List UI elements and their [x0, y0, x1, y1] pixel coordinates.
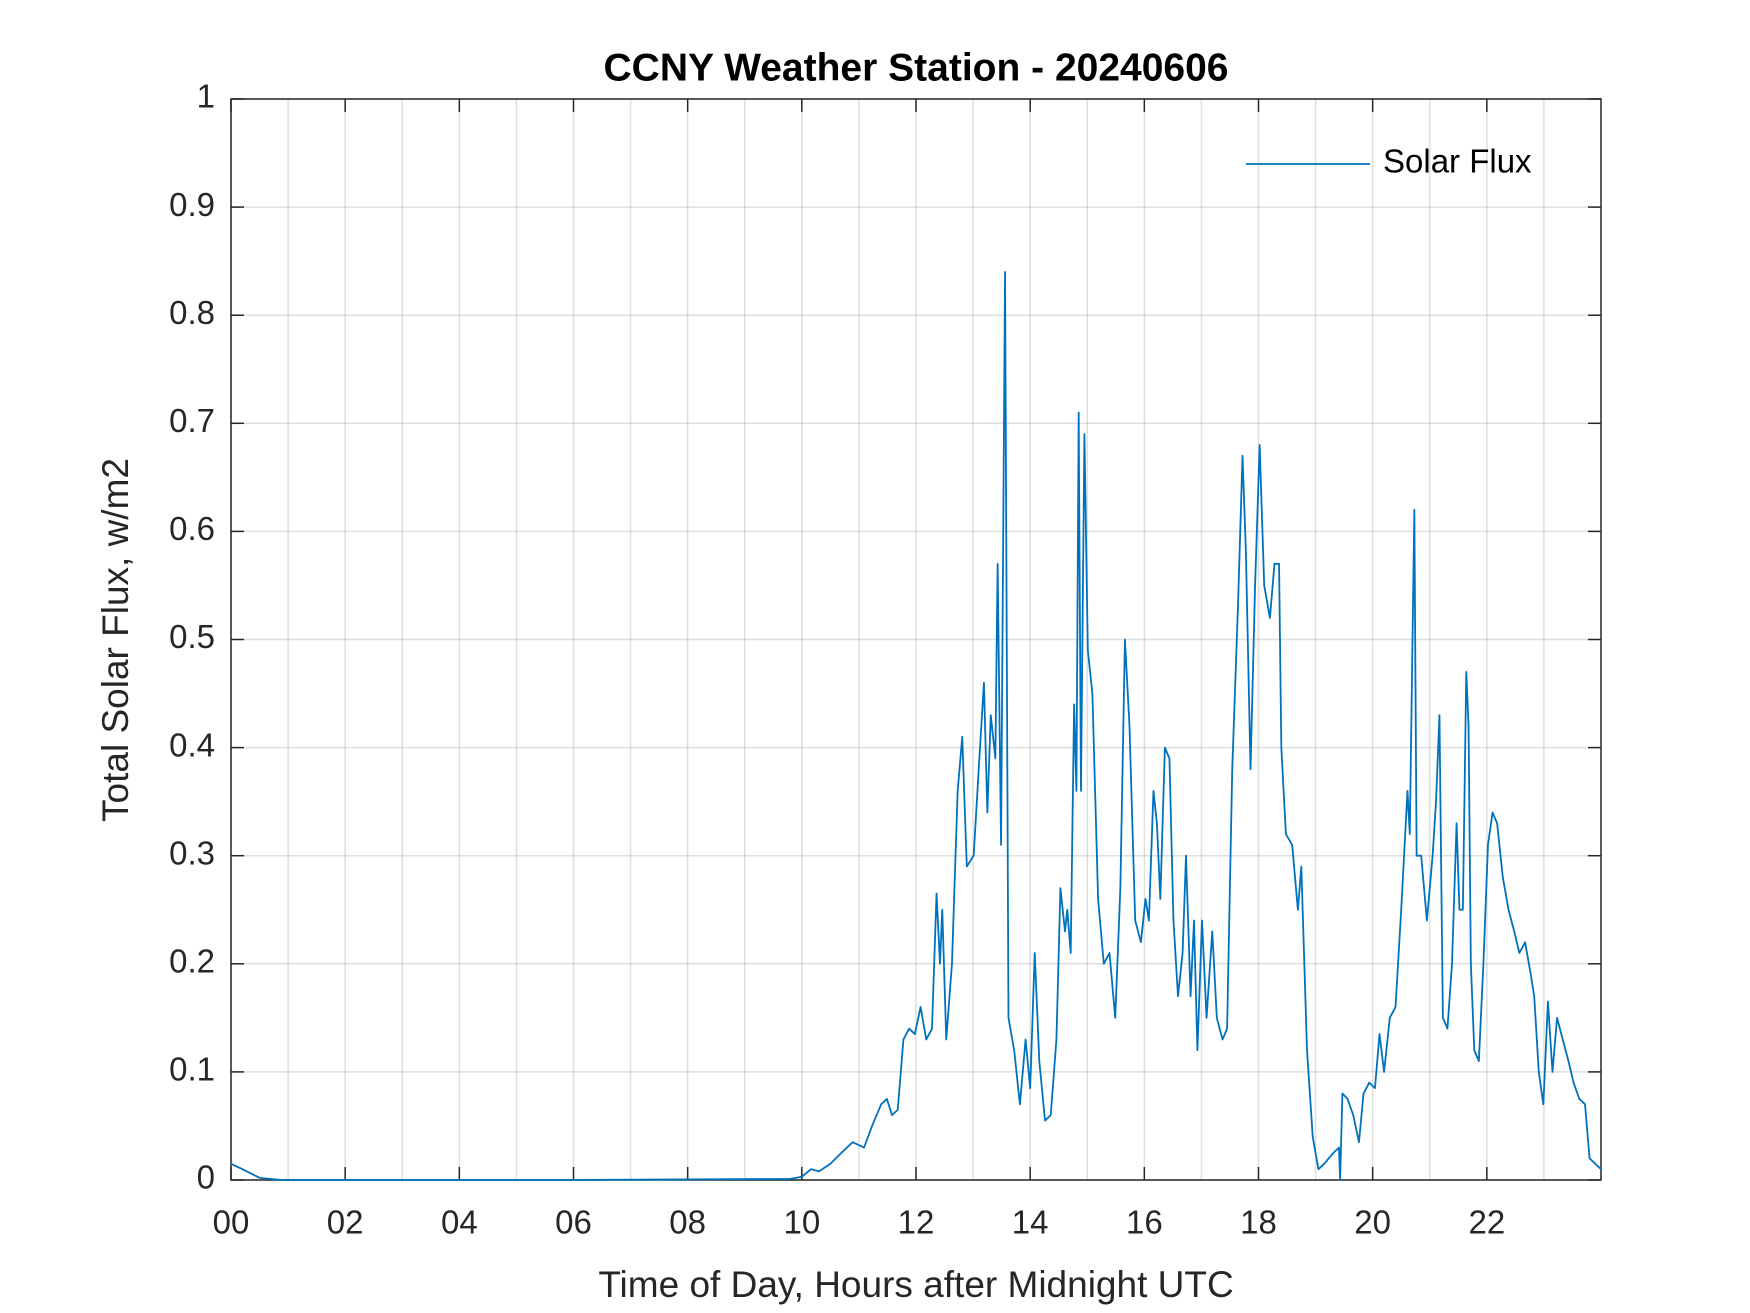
- y-tick-label: 0.8: [169, 294, 215, 331]
- y-tick-label: 0.5: [169, 618, 215, 655]
- x-tick-label: 10: [783, 1204, 820, 1241]
- x-tick-label: 14: [1012, 1204, 1049, 1241]
- x-tick-label: 06: [555, 1204, 592, 1241]
- y-tick-label: 0.9: [169, 186, 215, 223]
- y-tick-label: 0: [197, 1159, 215, 1196]
- y-tick-label: 0.2: [169, 943, 215, 980]
- x-tick-label: 00: [213, 1204, 250, 1241]
- x-tick-label: 20: [1354, 1204, 1391, 1241]
- x-tick-label: 02: [327, 1204, 364, 1241]
- y-tick-label: 0.1: [169, 1051, 215, 1088]
- data-line: [230, 271, 1602, 1181]
- x-axis-label: Time of Day, Hours after Midnight UTC: [598, 1264, 1233, 1305]
- x-tick-label: 18: [1240, 1204, 1277, 1241]
- legend-label: Solar Flux: [1383, 143, 1532, 180]
- chart-title: CCNY Weather Station - 20240606: [604, 46, 1229, 89]
- x-tick-label: 12: [898, 1204, 935, 1241]
- x-tick-label: 08: [669, 1204, 706, 1241]
- x-tick-label: 22: [1468, 1204, 1505, 1241]
- y-tick-label: 0.4: [169, 726, 215, 763]
- y-tick-label: 1: [197, 78, 215, 115]
- y-tick-label: 0.7: [169, 402, 215, 439]
- x-tick-label: 16: [1126, 1204, 1163, 1241]
- y-tick-label: 0.3: [169, 834, 215, 871]
- y-axis-label: Total Solar Flux, w/m2: [95, 458, 136, 822]
- x-tick-label: 04: [441, 1204, 478, 1241]
- plot-frame: [230, 98, 1602, 1181]
- y-tick-label: 0.6: [169, 510, 215, 547]
